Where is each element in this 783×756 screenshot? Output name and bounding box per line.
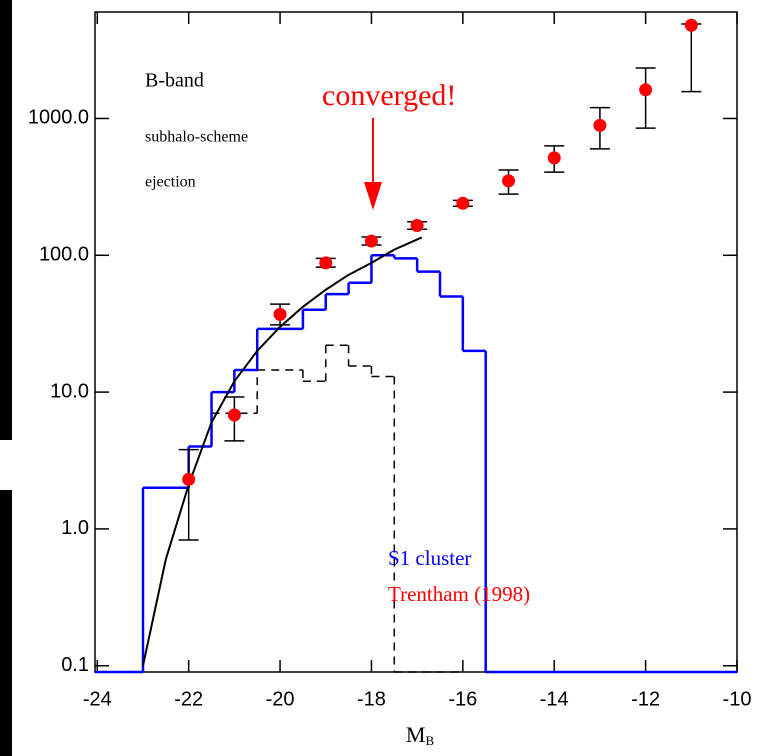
callout-arrowhead [364,182,382,210]
data-point [639,83,653,97]
data-point [593,118,607,132]
data-point [684,18,698,32]
data-point [410,219,424,233]
data-point [456,196,470,210]
x-label-subscript: B [425,733,434,748]
annotation: B-band [145,70,204,92]
x-tick-label: -22 [174,688,203,710]
fit-curve [142,236,423,666]
x-tick-label: -18 [357,688,386,710]
x-tick-label: -14 [540,688,569,710]
annotation: subhalo-scheme [145,129,248,146]
legend-entry: S1 cluster [388,546,471,570]
data-point [273,307,287,321]
y-tick-label: 1.0 [61,517,89,539]
data-point [182,472,196,486]
x-label-main: M [406,722,426,747]
x-axis-label: MB [406,722,435,748]
data-point [547,151,561,165]
legend-entry: Trentham (1998) [388,582,530,606]
y-tick-label: 1000.0 [28,107,89,129]
y-tick-label: 0.1 [61,654,89,676]
x-tick-label: -16 [448,688,477,710]
callout: converged! [322,79,456,112]
x-tick-label: -20 [266,688,295,710]
data-point [319,256,333,270]
data-point [502,174,516,188]
background-fragment [0,0,12,440]
data-point [227,408,241,422]
data-point [364,234,378,248]
x-tick-label: -12 [631,688,660,710]
x-tick-label: -10 [723,688,752,710]
y-tick-label: 100.0 [39,244,89,266]
background-fragment [0,490,12,756]
x-tick-label: -24 [83,688,112,710]
y-tick-label: 10.0 [50,380,89,402]
annotation: ejection [145,174,196,191]
